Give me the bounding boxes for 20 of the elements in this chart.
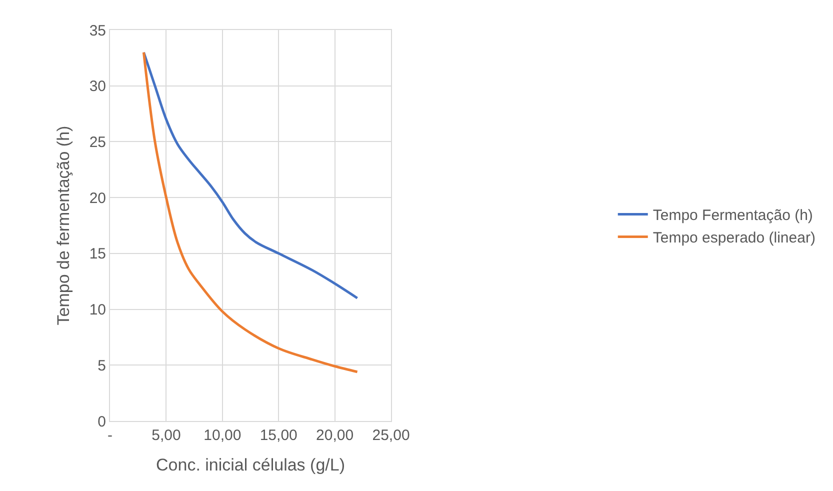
x-tick-label: - (108, 427, 112, 444)
x-tick-label: 5,00 (152, 427, 181, 444)
y-tick-label: 10 (89, 302, 106, 319)
y-tick-label: 25 (89, 134, 106, 151)
y-tick-label: 0 (98, 413, 106, 430)
y-tick-label: 35 (89, 22, 106, 40)
y-tick-label: 15 (89, 246, 106, 263)
legend-label: Tempo Fermentação (h) (652, 207, 813, 224)
y-tick-label: 5 (98, 357, 106, 374)
x-tick-label: 20,00 (316, 427, 354, 444)
x-axis-title: Conc. inicial células (g/L) (156, 455, 345, 474)
y-axis-title: Tempo de fermentação (h) (54, 126, 73, 326)
legend-label: Tempo esperado (linear) (652, 230, 816, 247)
x-tick-label: 10,00 (204, 427, 242, 444)
line-series (142, 51, 359, 374)
x-tick-label: 15,00 (260, 427, 298, 444)
y-tick-label: 20 (89, 190, 106, 207)
line-series (142, 51, 359, 300)
x-tick-label: 25,00 (372, 427, 410, 444)
y-tick-label: 30 (89, 78, 106, 96)
